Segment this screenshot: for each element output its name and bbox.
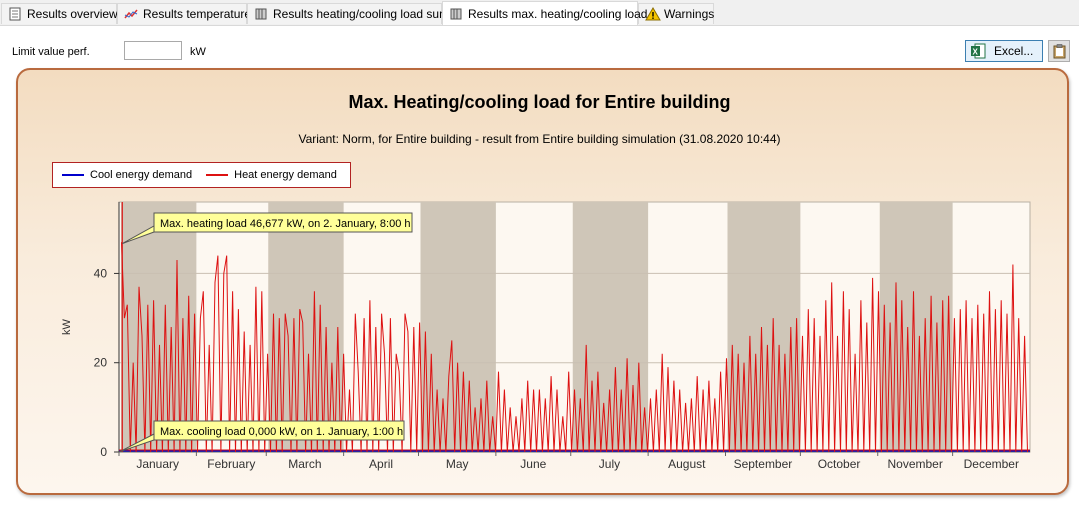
tab-label: Results temperature [143,7,252,21]
tab-results-temperature[interactable]: Results temperature [117,3,251,24]
line-chart-icon [124,7,138,21]
tab-bar: Results overview Results temperature Res… [0,0,1079,26]
tab-label: Warnings [664,7,715,21]
svg-text:X: X [973,48,979,57]
tab-results-overview[interactable]: Results overview [1,3,118,24]
tab-results-max-load[interactable]: Results max. heating/cooling load [442,1,647,25]
legend-swatch-heat [206,174,229,176]
legend-swatch-cool [62,174,84,176]
tab-results-load-sums[interactable]: Results heating/cooling load sums [247,3,455,24]
warning-icon [645,7,661,21]
radiator-icon [449,7,463,21]
clipboard-icon [1052,43,1068,59]
excel-export-button[interactable]: X Excel... [965,40,1043,62]
tab-label: Results max. heating/cooling load [468,6,648,21]
tab-label: Results heating/cooling load sums [273,7,456,21]
copy-clipboard-button[interactable] [1048,40,1070,62]
tab-label: Results overview [27,7,118,21]
limit-value-label: Limit value perf. [12,46,90,58]
tab-warnings[interactable]: Warnings [638,3,714,24]
legend-label-heat: Heat energy demand [234,169,337,181]
radiator-icon [254,7,268,21]
limit-value-input[interactable] [124,41,182,60]
excel-icon: X [970,43,986,59]
excel-button-label: Excel... [994,44,1034,58]
chart-legend: Cool energy demand Heat energy demand [52,162,351,188]
chart-title: Max. Heating/cooling load for Entire bui… [348,92,731,112]
table-icon [8,7,22,21]
chart-subtitle: Variant: Norm, for Entire building - res… [298,132,781,146]
legend-label-cool: Cool energy demand [90,169,193,181]
limit-unit-label: kW [190,46,206,58]
